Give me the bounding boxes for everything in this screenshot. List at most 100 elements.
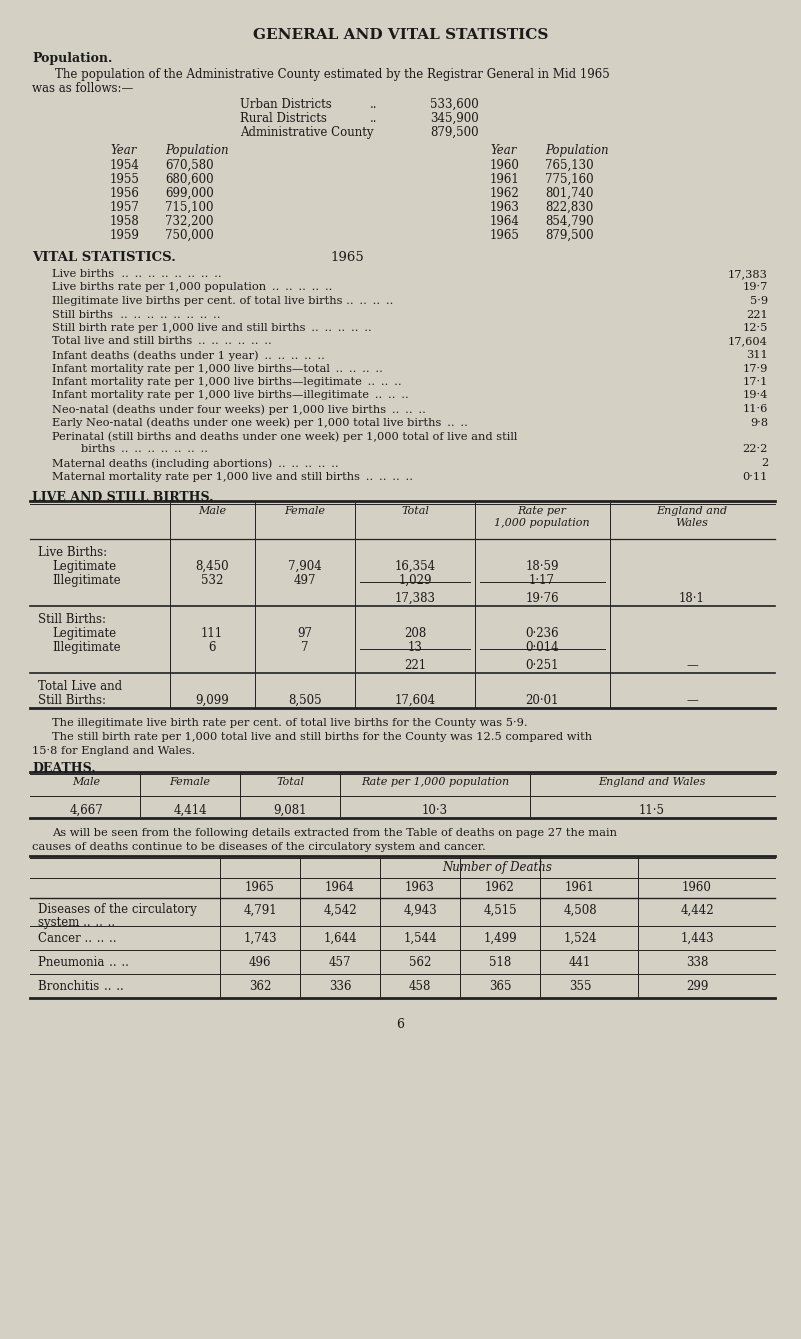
- Text: 1961: 1961: [566, 881, 595, 894]
- Text: 670,580: 670,580: [165, 159, 214, 171]
- Text: 1965: 1965: [245, 881, 275, 894]
- Text: England and: England and: [657, 506, 727, 516]
- Text: 457: 457: [328, 956, 352, 969]
- Text: 1956: 1956: [110, 187, 140, 200]
- Text: 822,830: 822,830: [545, 201, 594, 214]
- Text: 1,029: 1,029: [398, 574, 432, 586]
- Text: 19·7: 19·7: [743, 283, 768, 292]
- Text: 1,499: 1,499: [483, 932, 517, 945]
- Text: 854,790: 854,790: [545, 216, 594, 228]
- Text: Year: Year: [490, 145, 517, 157]
- Text: 221: 221: [404, 659, 426, 672]
- Text: Still Births:: Still Births:: [38, 694, 106, 707]
- Text: Live births  .. .. .. .. .. .. .. ..: Live births .. .. .. .. .. .. .. ..: [52, 269, 222, 279]
- Text: 12·5: 12·5: [743, 323, 768, 333]
- Text: 345,900: 345,900: [430, 112, 479, 125]
- Text: Rate per 1,000 population: Rate per 1,000 population: [361, 777, 509, 787]
- Text: 1,524: 1,524: [563, 932, 597, 945]
- Text: 1955: 1955: [110, 173, 140, 186]
- Text: 0·014: 0·014: [525, 641, 559, 653]
- Text: 17,383: 17,383: [728, 269, 768, 279]
- Text: 17,604: 17,604: [728, 336, 768, 347]
- Text: 1963: 1963: [405, 881, 435, 894]
- Text: 1964: 1964: [325, 881, 355, 894]
- Text: 1964: 1964: [490, 216, 520, 228]
- Text: The illegitimate live birth rate per cent. of total live births for the County w: The illegitimate live birth rate per cen…: [52, 718, 528, 728]
- Text: was as follows:—: was as follows:—: [32, 82, 133, 95]
- Text: 13: 13: [408, 641, 422, 653]
- Text: Illegitimate: Illegitimate: [52, 574, 121, 586]
- Text: 11·6: 11·6: [743, 404, 768, 414]
- Text: 801,740: 801,740: [545, 187, 594, 200]
- Text: 11·5: 11·5: [639, 803, 665, 817]
- Text: Pneumonia  ..  ..: Pneumonia .. ..: [38, 956, 129, 969]
- Text: 750,000: 750,000: [165, 229, 214, 242]
- Text: 4,515: 4,515: [483, 904, 517, 916]
- Text: Still births  .. .. .. .. .. .. .. ..: Still births .. .. .. .. .. .. .. ..: [52, 309, 220, 320]
- Text: 17,383: 17,383: [395, 592, 436, 605]
- Text: 18·1: 18·1: [679, 592, 705, 605]
- Text: 699,000: 699,000: [165, 187, 214, 200]
- Text: Legitimate: Legitimate: [52, 560, 116, 573]
- Text: 10·3: 10·3: [422, 803, 448, 817]
- Text: 20·01: 20·01: [525, 694, 559, 707]
- Text: Cancer ..  ..  ..: Cancer .. .. ..: [38, 932, 116, 945]
- Text: GENERAL AND VITAL STATISTICS: GENERAL AND VITAL STATISTICS: [253, 28, 548, 42]
- Text: 208: 208: [404, 627, 426, 640]
- Text: 355: 355: [569, 980, 591, 994]
- Text: 311: 311: [747, 349, 768, 360]
- Text: 715,100: 715,100: [165, 201, 214, 214]
- Text: 441: 441: [569, 956, 591, 969]
- Text: system ..  ..  ..: system .. .. ..: [38, 916, 115, 929]
- Text: 1961: 1961: [490, 173, 520, 186]
- Text: 0·251: 0·251: [525, 659, 559, 672]
- Text: 7: 7: [301, 641, 308, 653]
- Text: 4,542: 4,542: [323, 904, 356, 916]
- Text: 7,904: 7,904: [288, 560, 322, 573]
- Text: 1,000 population: 1,000 population: [494, 518, 590, 528]
- Text: 765,130: 765,130: [545, 159, 594, 171]
- Text: 17·1: 17·1: [743, 378, 768, 387]
- Text: 111: 111: [201, 627, 223, 640]
- Text: Infant mortality rate per 1,000 live births—legitimate .. .. ..: Infant mortality rate per 1,000 live bir…: [52, 378, 401, 387]
- Text: Perinatal (still births and deaths under one week) per 1,000 total of live and s: Perinatal (still births and deaths under…: [52, 431, 517, 442]
- Text: 5·9: 5·9: [750, 296, 768, 307]
- Text: 1962: 1962: [490, 187, 520, 200]
- Text: Female: Female: [170, 777, 211, 787]
- Text: 1,544: 1,544: [403, 932, 437, 945]
- Text: 518: 518: [489, 956, 511, 969]
- Text: 299: 299: [686, 980, 708, 994]
- Text: Live Births:: Live Births:: [38, 546, 107, 558]
- Text: 1954: 1954: [110, 159, 140, 171]
- Text: Wales: Wales: [675, 518, 708, 528]
- Text: 4,442: 4,442: [680, 904, 714, 916]
- Text: Early Neo-natal (deaths under one week) per 1,000 total live births .. ..: Early Neo-natal (deaths under one week) …: [52, 418, 468, 428]
- Text: Rural Districts: Rural Districts: [240, 112, 327, 125]
- Text: 458: 458: [409, 980, 431, 994]
- Text: 17·9: 17·9: [743, 363, 768, 374]
- Text: 8,505: 8,505: [288, 694, 322, 707]
- Text: Diseases of the circulatory: Diseases of the circulatory: [38, 902, 197, 916]
- Text: Population: Population: [165, 145, 228, 157]
- Text: 338: 338: [686, 956, 708, 969]
- Text: Year: Year: [110, 145, 136, 157]
- Text: Live births rate per 1,000 population .. .. .. .. ..: Live births rate per 1,000 population ..…: [52, 283, 332, 292]
- Text: Illegitimate live births per cent. of total live births .. .. .. ..: Illegitimate live births per cent. of to…: [52, 296, 393, 307]
- Text: 1963: 1963: [490, 201, 520, 214]
- Text: 9,099: 9,099: [195, 694, 229, 707]
- Text: Total Live and: Total Live and: [38, 680, 122, 694]
- Text: Infant mortality rate per 1,000 live births—illegitimate .. .. ..: Infant mortality rate per 1,000 live bir…: [52, 391, 409, 400]
- Text: Male: Male: [198, 506, 226, 516]
- Text: Total: Total: [401, 506, 429, 516]
- Text: LIVE AND STILL BIRTHS.: LIVE AND STILL BIRTHS.: [32, 491, 214, 503]
- Text: 0·11: 0·11: [743, 471, 768, 482]
- Text: Urban Districts: Urban Districts: [240, 98, 332, 111]
- Text: 1958: 1958: [110, 216, 139, 228]
- Text: 1965: 1965: [490, 229, 520, 242]
- Text: —: —: [686, 694, 698, 707]
- Text: —: —: [686, 659, 698, 672]
- Text: Still Births:: Still Births:: [38, 613, 106, 627]
- Text: 1,443: 1,443: [680, 932, 714, 945]
- Text: 97: 97: [297, 627, 312, 640]
- Text: 1965: 1965: [330, 250, 364, 264]
